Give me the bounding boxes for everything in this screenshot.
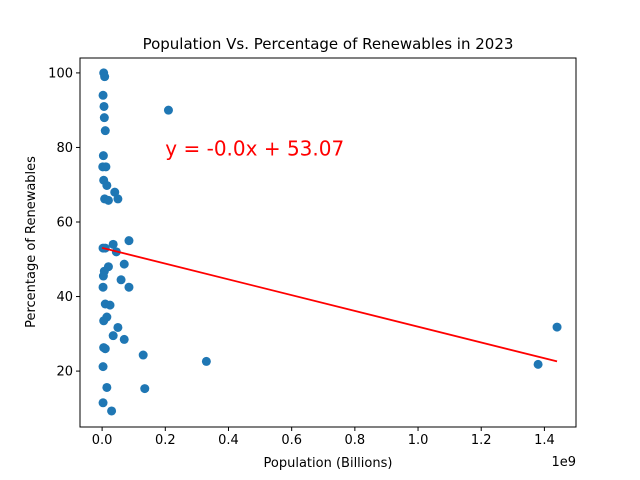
data-point — [533, 359, 543, 369]
data-point — [100, 344, 110, 354]
data-point — [107, 406, 117, 416]
data-point — [98, 282, 108, 292]
data-point — [100, 72, 110, 82]
y-tick-label: 40 — [56, 290, 73, 305]
x-axis-label: Population (Billions) — [264, 456, 393, 471]
regression-line — [101, 246, 558, 363]
data-point — [113, 194, 123, 204]
y-axis-ticks: 20 40 60 80 100 — [48, 66, 80, 380]
data-point — [552, 322, 562, 332]
data-point — [163, 105, 173, 115]
data-point — [98, 271, 108, 281]
data-point — [98, 398, 108, 408]
data-point — [140, 384, 150, 394]
regression-line-layer — [101, 246, 558, 363]
x-tick-label: 0.2 — [155, 433, 176, 448]
data-point — [108, 239, 118, 249]
data-point — [113, 322, 123, 332]
data-point — [98, 90, 108, 100]
data-point — [124, 282, 134, 292]
data-point — [102, 382, 112, 392]
chart-title: Population Vs. Percentage of Renewables … — [143, 35, 514, 53]
data-point — [201, 356, 211, 366]
y-tick-label: 80 — [56, 141, 73, 156]
data-point — [116, 275, 126, 285]
data-point — [102, 180, 112, 190]
x-tick-label: 0.6 — [281, 433, 302, 448]
x-tick-label: 1.4 — [534, 433, 555, 448]
data-point — [99, 101, 109, 111]
regression-equation-annotation: y = -0.0x + 53.07 — [165, 136, 344, 160]
x-tick-label: 0.4 — [218, 433, 239, 448]
data-point — [101, 162, 111, 172]
x-axis-ticks: 0.0 0.2 0.4 0.6 0.8 1.0 1.2 1.4 — [92, 427, 555, 448]
data-point — [100, 126, 110, 136]
data-point — [108, 331, 118, 341]
x-tick-label: 1.0 — [408, 433, 429, 448]
data-point — [119, 334, 129, 344]
data-point — [98, 151, 108, 161]
data-point — [138, 350, 148, 360]
data-point — [99, 113, 109, 123]
x-axis-offset-label: 1e9 — [551, 455, 576, 470]
data-point — [103, 195, 113, 205]
y-tick-label: 20 — [56, 365, 73, 380]
data-point — [98, 362, 108, 372]
data-point — [124, 236, 134, 246]
data-point — [105, 300, 115, 310]
x-tick-label: 0.0 — [92, 433, 113, 448]
y-tick-label: 100 — [48, 66, 73, 81]
y-tick-label: 60 — [56, 216, 73, 231]
x-tick-label: 1.2 — [471, 433, 492, 448]
y-axis-label: Percentage of Renewables — [24, 156, 39, 328]
x-tick-label: 0.8 — [345, 433, 366, 448]
data-point — [110, 187, 120, 197]
points-layer — [98, 68, 562, 416]
data-point — [119, 259, 129, 269]
data-point — [99, 316, 109, 326]
plot-frame — [79, 57, 577, 428]
